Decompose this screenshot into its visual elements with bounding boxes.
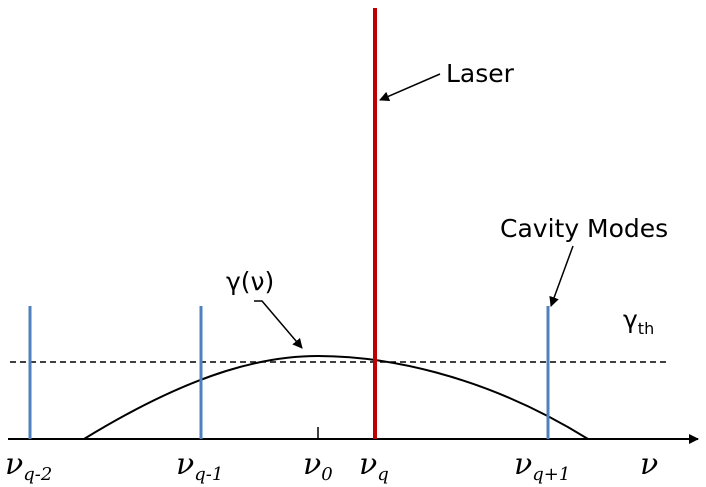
freq-subscript: q+1: [532, 464, 570, 485]
freq-label-q-1: νq-1: [176, 447, 223, 485]
gain-label: γ(ν): [226, 267, 274, 296]
threshold-symbol: γ: [623, 305, 638, 334]
laser-label: Laser: [446, 59, 515, 88]
freq-symbol: ν: [176, 447, 194, 482]
freq-symbol: ν: [514, 447, 532, 482]
freq-label-q: νq: [359, 447, 389, 485]
freq-label-q-2: νq-2: [5, 447, 52, 485]
freq-symbol: ν: [303, 447, 321, 482]
freq-symbol: ν: [359, 447, 377, 482]
threshold-label: γth: [623, 305, 654, 338]
freq-subscript: q-2: [23, 464, 52, 485]
freq-subscript: q-1: [194, 464, 223, 485]
freq-label-q+1: νq+1: [514, 447, 570, 485]
gain-arrow: [254, 300, 303, 349]
gain-curve: [83, 354, 589, 440]
laser-arrow: [379, 73, 441, 102]
freq-subscript: 0: [321, 464, 332, 485]
cavity-modes-label: Cavity Modes: [500, 214, 668, 243]
cavity-modes-arrow: [549, 245, 574, 307]
frequency-axis-label: ν: [640, 447, 658, 482]
threshold-subscript: th: [638, 319, 654, 338]
freq-subscript: q: [377, 464, 389, 485]
freq-symbol: ν: [5, 447, 23, 482]
freq-label-0: ν0: [303, 447, 333, 485]
